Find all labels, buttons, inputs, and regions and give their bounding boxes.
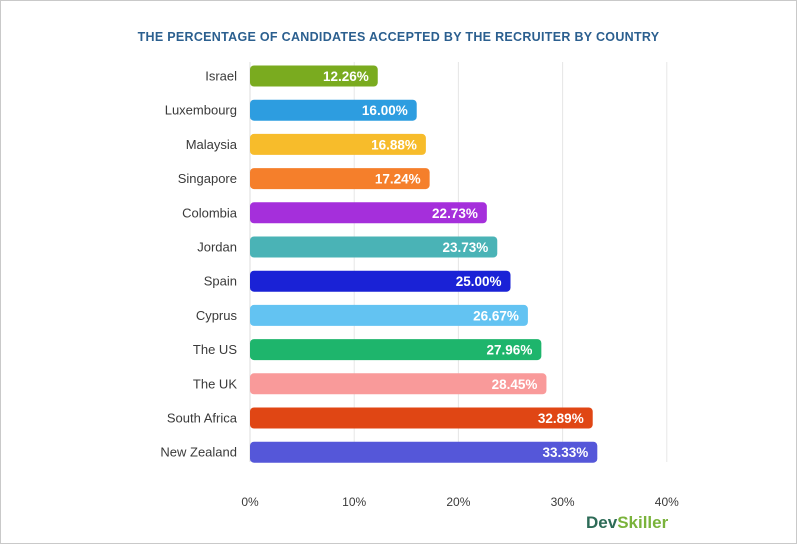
brand-logo: DevSkiller bbox=[586, 513, 668, 533]
bar bbox=[250, 168, 430, 190]
category-label: Spain bbox=[204, 274, 237, 289]
bar bbox=[250, 236, 498, 258]
category-label: Singapore bbox=[178, 171, 237, 186]
category-label: The UK bbox=[193, 376, 237, 391]
category-label: Cyprus bbox=[196, 308, 238, 323]
value-label: 33.33% bbox=[543, 445, 589, 460]
labels: 0% 10% 20% 30% 40% Israel 12.26% Luxembourg 16.0… bbox=[160, 69, 679, 510]
category-label: Israel bbox=[205, 69, 237, 84]
bar bbox=[250, 270, 511, 292]
value-label: 23.73% bbox=[442, 240, 488, 255]
category-label: New Zealand bbox=[160, 445, 237, 460]
bar bbox=[250, 339, 542, 361]
category-label: Luxembourg bbox=[165, 103, 237, 118]
x-tick-label: 10% bbox=[342, 495, 366, 509]
value-label: 12.26% bbox=[323, 69, 369, 84]
category-label: South Africa bbox=[167, 411, 238, 426]
bar bbox=[250, 441, 598, 463]
category-label: Colombia bbox=[182, 205, 238, 220]
bar bbox=[250, 202, 487, 224]
brand-logo-part2: Skiller bbox=[617, 513, 669, 532]
value-label: 28.45% bbox=[492, 377, 538, 392]
category-label: Malaysia bbox=[186, 137, 238, 152]
x-tick-label: 20% bbox=[446, 495, 470, 509]
bars bbox=[250, 65, 598, 463]
value-label: 27.96% bbox=[487, 343, 533, 358]
category-label: Jordan bbox=[197, 240, 237, 255]
value-label: 32.89% bbox=[538, 411, 584, 426]
bar bbox=[250, 407, 593, 429]
x-tick-label: 40% bbox=[655, 495, 679, 509]
chart-title: THE PERCENTAGE OF CANDIDATES ACCEPTED BY… bbox=[137, 30, 660, 44]
brand-logo-part1: Dev bbox=[586, 513, 618, 532]
value-label: 16.00% bbox=[362, 103, 408, 118]
bar bbox=[250, 304, 528, 326]
bar bbox=[250, 65, 378, 87]
value-label: 26.67% bbox=[473, 308, 519, 323]
value-label: 16.88% bbox=[371, 137, 417, 152]
x-tick-label: 30% bbox=[551, 495, 575, 509]
category-label: The US bbox=[193, 342, 237, 357]
value-label: 22.73% bbox=[432, 206, 478, 221]
gridlines bbox=[249, 62, 668, 462]
bar bbox=[250, 133, 426, 155]
value-label: 17.24% bbox=[375, 172, 421, 187]
bar bbox=[250, 99, 417, 121]
bar bbox=[250, 373, 547, 395]
x-tick-label: 0% bbox=[241, 495, 259, 509]
value-label: 25.00% bbox=[456, 274, 502, 289]
